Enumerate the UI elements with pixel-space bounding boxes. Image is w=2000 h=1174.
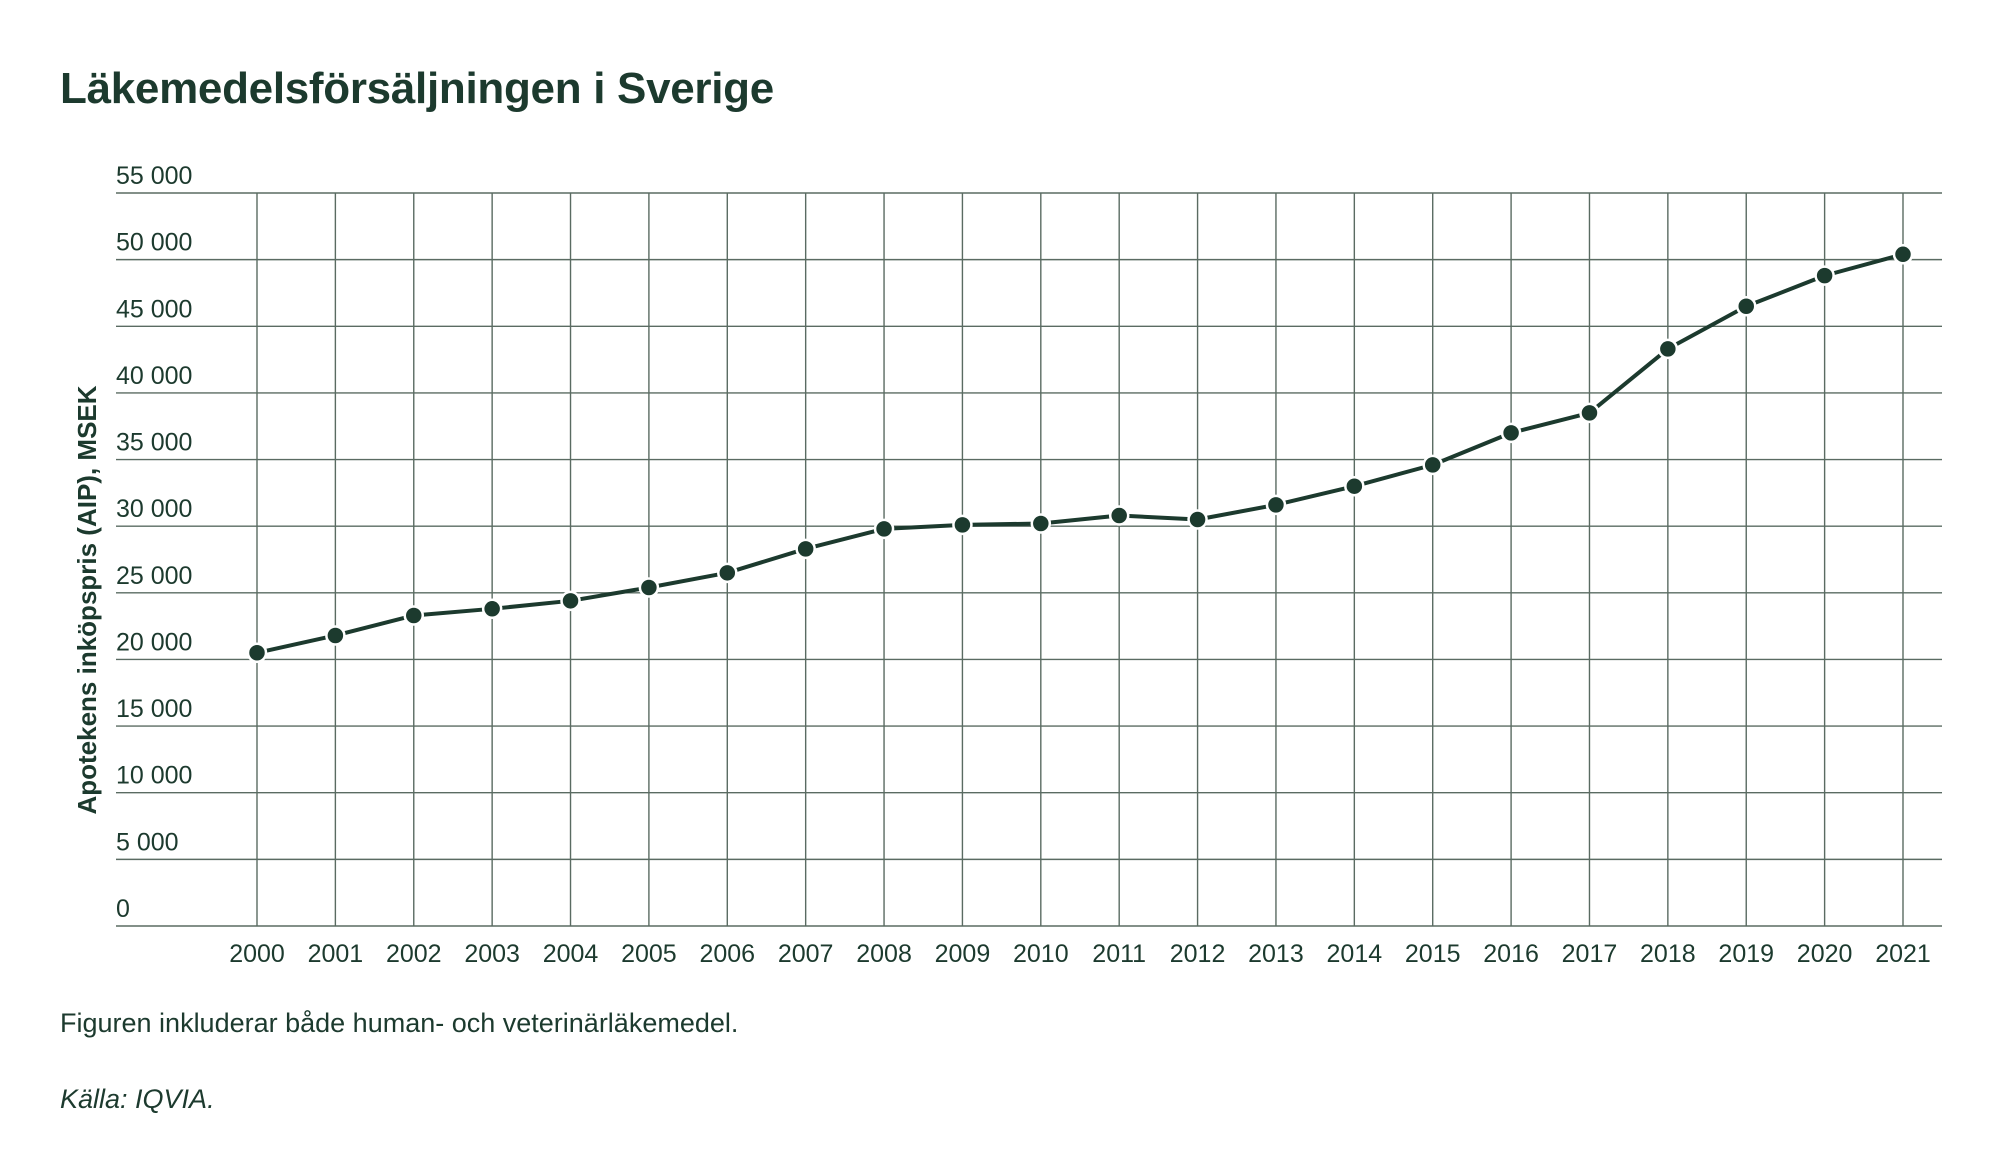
x-tick-label: 2003 (464, 940, 520, 968)
series-line (255, 252, 1905, 655)
y-tick-label: 25 000 (116, 562, 192, 590)
chart-title: Läkemedelsförsäljningen i Sverige (60, 64, 774, 113)
x-tick-label: 2010 (1013, 940, 1069, 968)
data-point-2008 (873, 518, 895, 540)
data-point-2005 (638, 577, 660, 598)
x-tick-label: 2001 (308, 940, 364, 968)
data-point-2017 (1579, 402, 1600, 424)
data-point-2006 (717, 562, 738, 584)
x-tick-label: 2012 (1170, 940, 1226, 968)
x-tick-label: 2006 (699, 940, 755, 968)
data-point-2021 (1892, 244, 1914, 265)
data-point-2003 (481, 598, 503, 620)
x-tick-label: 2020 (1797, 940, 1853, 968)
y-axis-label: Apotekens inköpspris (AIP), MSEK (72, 385, 102, 814)
x-tick-label: 2014 (1327, 940, 1383, 968)
data-point-2013 (1265, 494, 1287, 516)
x-tick-label: 2011 (1092, 940, 1146, 968)
data-point-2015 (1422, 454, 1443, 476)
x-tick-label: 2019 (1718, 940, 1774, 968)
data-point-2000 (246, 642, 268, 664)
y-tick-label: 55 000 (116, 162, 192, 190)
source-note: Källa: IQVIA. (60, 1084, 215, 1114)
x-tick-label: 2021 (1875, 940, 1931, 968)
x-tick-label: 2004 (543, 940, 599, 968)
data-point-2011 (1108, 505, 1130, 526)
x-tick-label: 2017 (1562, 940, 1618, 968)
y-tick-label: 5 000 (116, 828, 179, 856)
y-tick-label: 40 000 (116, 362, 192, 390)
data-series (246, 244, 1914, 664)
data-point-2020 (1814, 265, 1835, 286)
x-tick-label: 2007 (778, 940, 834, 968)
x-tick-label: 2008 (856, 940, 912, 968)
data-point-2019 (1735, 296, 1757, 317)
y-tick-label: 30 000 (116, 495, 192, 523)
x-axis-tick-labels: 2000 2001 2002 2003 2004 2005 2006 2007 2008 2009… (229, 940, 1931, 968)
y-tick-label: 35 000 (116, 429, 192, 457)
x-tick-label: 2009 (935, 940, 991, 968)
y-tick-label: 45 000 (116, 295, 192, 323)
data-point-2001 (325, 625, 346, 646)
horizontal-gridlines (116, 192, 1942, 927)
y-tick-label: 50 000 (116, 229, 192, 257)
footnote: Figuren inkluderar både human- och veter… (60, 1008, 739, 1038)
y-axis-tick-labels: 0 5 000 10 000 15 000 20 000 25 000 30 000 35 0… (116, 162, 192, 923)
x-tick-label: 2005 (621, 940, 677, 968)
y-tick-label: 0 (116, 895, 130, 923)
y-tick-label: 15 000 (116, 695, 192, 723)
data-point-2018 (1657, 338, 1679, 360)
data-point-2002 (403, 605, 425, 626)
x-tick-label: 2013 (1248, 940, 1304, 968)
y-tick-label: 20 000 (116, 628, 192, 656)
data-point-2007 (795, 538, 816, 560)
x-tick-label: 2002 (386, 940, 442, 968)
data-point-2012 (1187, 509, 1208, 530)
data-point-2010 (1030, 513, 1052, 534)
x-tick-label: 2000 (229, 940, 285, 968)
data-point-2009 (952, 514, 973, 536)
x-tick-label: 2016 (1483, 940, 1539, 968)
x-tick-label: 2015 (1405, 940, 1461, 968)
data-point-2014 (1344, 475, 1365, 497)
vertical-gridlines (256, 193, 1904, 926)
data-point-2016 (1500, 422, 1522, 444)
data-point-2004 (560, 590, 581, 612)
y-tick-label: 10 000 (116, 762, 192, 790)
x-tick-label: 2018 (1640, 940, 1696, 968)
